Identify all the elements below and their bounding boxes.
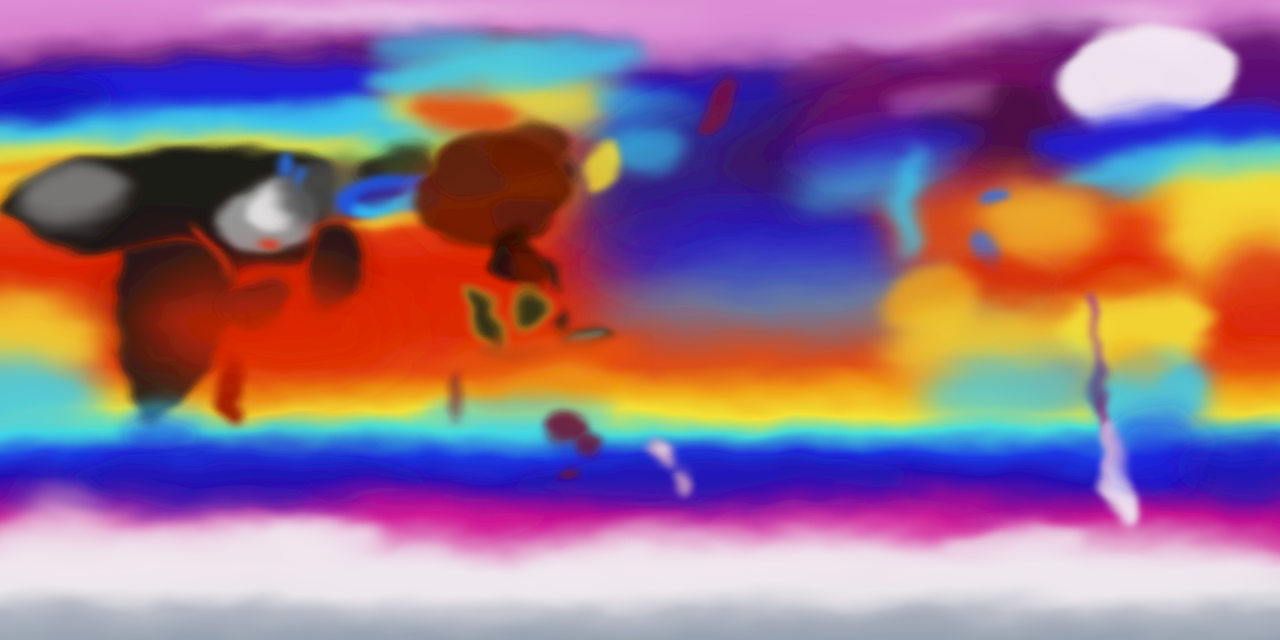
japan-warm-arc [581,136,621,196]
rockies-cool-ridge [892,150,924,260]
southeast-asia-red-fringe [512,248,552,296]
south-africa-cool-blue [122,423,202,451]
antarctic-white-peak [942,522,1082,562]
new-zealand-alps-white [658,443,668,457]
siberia-red-patch [410,89,520,141]
canada-pink-streak [885,83,1005,117]
new-zealand-north-island [670,469,690,493]
australia-southeast-maroon [576,431,604,455]
antarctic-white-band [890,542,1280,602]
aral-sea [295,169,307,187]
west-sahara-gray-patch [17,167,127,225]
red-sea-warm-channel [192,228,232,276]
antarctic-white-peak [260,518,384,562]
australia-southeast-maroon [544,412,588,444]
brazil-orange-patch [1096,342,1168,382]
antarctic-white-tongue [20,492,104,548]
north-deep-blue-patch [0,72,115,124]
borneo [515,295,541,325]
tasmania [559,463,575,477]
persian-gulf-warm [254,237,274,251]
south-atlantic-cyan-tongue [0,358,103,438]
kamchatka-ridge [698,76,730,134]
china-red-wash [404,129,580,255]
us-east-yellow-fringe [978,182,1102,262]
southern-ocean-navy-pool [65,450,435,506]
sumatra [465,293,509,347]
east-pacific-cyan-tongue [920,354,1104,426]
antarctic-gray-streak [260,604,580,620]
okhotsk-cyan-fringe [610,122,686,174]
tibet-dark-core [362,185,406,203]
southern-ocean-navy-pool [505,454,915,510]
siberia-cyan-swirl [370,41,650,95]
indian-ocean-warm-pool [137,276,407,388]
australia-west-coast-maroon [447,369,465,423]
siberia-cyan-swirl [370,32,494,60]
greenland-ice-sheet [1053,23,1237,127]
caspian-sea [277,152,295,180]
south-america-north-red-fringe [1058,265,1182,301]
great-lakes [982,185,1018,199]
north-atlantic-red-core [1213,240,1280,336]
antarctic-gray-streak [730,594,1110,610]
antarctic-white-band [520,530,970,600]
philippines [544,255,560,289]
sulawesi [553,312,567,332]
southern-ocean-navy-pool [1180,436,1280,504]
